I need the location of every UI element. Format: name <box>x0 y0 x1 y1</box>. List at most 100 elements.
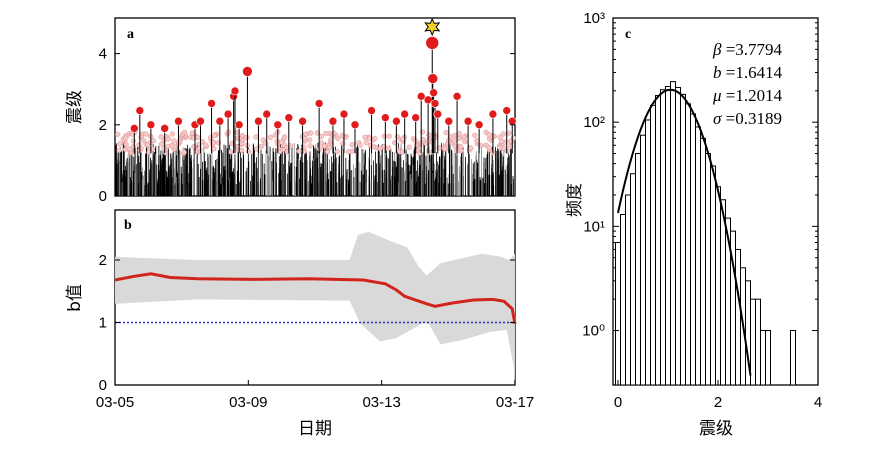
histogram-bar <box>630 173 636 386</box>
small-event-marker <box>357 142 363 149</box>
histogram-bar <box>655 95 661 386</box>
panel-b-label: b <box>124 218 132 233</box>
statistic-line: μ =1.2014 <box>712 86 783 105</box>
histogram-bar <box>640 134 646 386</box>
small-event-marker <box>239 147 245 154</box>
small-event-marker <box>239 132 246 139</box>
panel-b-ticks: 0 1 2 03-05 03-09 03-13 03-17 <box>96 252 534 411</box>
small-event-marker <box>254 146 260 152</box>
small-event-marker <box>258 143 264 149</box>
small-event-marker <box>171 138 177 144</box>
x-tick-label: 03-17 <box>496 394 534 411</box>
histogram-bar <box>735 248 741 386</box>
event-marker <box>146 120 156 130</box>
histogram-bar <box>765 330 771 386</box>
x-tick-label: 03-13 <box>362 394 400 411</box>
statistic-value: =1.2014 <box>722 86 783 105</box>
small-event-marker <box>394 133 400 140</box>
small-event-marker <box>499 138 505 144</box>
small-event-marker <box>367 135 373 141</box>
y-tick-label: 10¹ <box>583 218 605 235</box>
small-event-marker <box>314 130 321 136</box>
small-event-marker <box>127 146 133 152</box>
small-event-marker <box>372 135 378 142</box>
small-event-marker <box>321 143 328 149</box>
small-event-marker <box>141 138 147 144</box>
histogram-bar <box>790 330 796 386</box>
event-marker <box>433 109 443 119</box>
panel-c-xlabel: 震级 <box>699 419 733 439</box>
statistic-value: =1.6414 <box>722 63 783 82</box>
panel-b-xlabel: 日期 <box>298 419 332 439</box>
small-event-marker <box>461 134 467 140</box>
event-marker <box>196 116 205 126</box>
panel-c-ticks: 10⁰ 10¹ 10² 10³ 0 2 4 <box>582 10 822 411</box>
histogram-bar <box>695 126 701 386</box>
histogram-bar <box>675 87 681 386</box>
panel-a-background-events <box>114 129 516 196</box>
mainshock-star-marker <box>424 17 441 37</box>
small-event-marker <box>497 145 503 151</box>
y-tick-label: 10² <box>583 114 605 131</box>
panel-c-ylabel: 频度 <box>565 183 585 217</box>
histogram-bar <box>645 119 651 386</box>
histogram-bar <box>685 103 691 386</box>
event-marker <box>350 120 360 130</box>
small-event-marker <box>263 140 269 146</box>
small-event-marker <box>377 146 383 152</box>
histogram-bar <box>680 93 686 386</box>
event-marker <box>234 120 244 130</box>
panel-a-y-ticks: 0 2 4 <box>99 46 515 205</box>
small-event-marker <box>143 131 149 137</box>
small-event-marker <box>211 146 217 152</box>
event-marker <box>174 116 183 126</box>
histogram-bar <box>615 241 621 386</box>
y-tick-label: 2 <box>99 252 107 269</box>
small-event-marker <box>456 130 462 137</box>
small-event-marker <box>161 145 167 152</box>
small-event-marker <box>468 145 474 151</box>
event-marker <box>130 124 139 133</box>
small-event-marker <box>253 134 259 140</box>
event-marker <box>273 120 283 130</box>
event-marker <box>392 116 401 126</box>
event-marker <box>502 106 512 115</box>
small-event-marker <box>150 146 156 152</box>
small-event-marker <box>486 144 492 151</box>
small-event-marker <box>123 135 129 141</box>
small-event-marker <box>500 131 506 137</box>
small-event-marker <box>349 142 355 148</box>
x-tick-label: 03-05 <box>96 394 134 411</box>
event-marker <box>135 106 145 115</box>
small-event-marker <box>426 132 432 138</box>
histogram-bar <box>635 153 641 386</box>
y-tick-label: 2 <box>99 117 107 134</box>
small-event-marker <box>281 134 288 140</box>
histogram-bar <box>715 186 721 386</box>
small-event-marker <box>346 149 352 155</box>
x-tick-label: 2 <box>714 394 722 411</box>
event-marker <box>254 116 263 126</box>
small-event-marker <box>462 139 468 145</box>
event-marker <box>328 116 338 126</box>
statistic-symbol: μ <box>712 86 722 105</box>
small-event-marker <box>334 149 341 155</box>
statistic-line: β =3.7794 <box>712 40 783 59</box>
small-event-marker <box>331 130 337 136</box>
small-event-marker <box>362 134 368 140</box>
histogram-bar <box>755 298 761 386</box>
small-event-marker <box>452 132 458 139</box>
small-event-marker <box>478 142 484 149</box>
small-event-marker <box>158 134 164 140</box>
small-event-marker <box>456 135 462 142</box>
event-marker <box>298 116 307 126</box>
histogram-bar <box>750 298 756 386</box>
small-event-marker <box>386 133 392 139</box>
event-marker <box>488 109 498 119</box>
small-event-marker <box>443 129 449 136</box>
x-tick-label: 0 <box>614 394 622 411</box>
panel-a-label: a <box>127 27 134 42</box>
small-event-marker <box>115 131 121 137</box>
histogram-bar <box>660 89 666 386</box>
